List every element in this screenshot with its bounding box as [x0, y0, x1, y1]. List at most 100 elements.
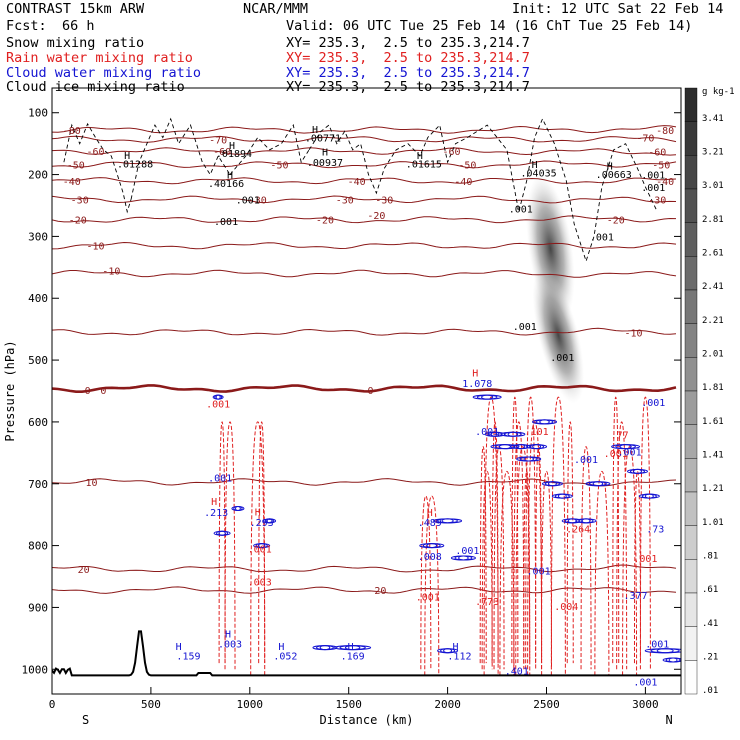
rain-contour-6 [479, 446, 487, 664]
x-tick-label-4: 2000 [434, 698, 461, 711]
temperature-label-16: -30 [71, 195, 89, 206]
model-title: CONTRAST 15km ARW [6, 1, 145, 17]
cloud-ice-contour-0 [63, 122, 132, 214]
y-tick-label-5: 600 [28, 416, 48, 429]
colorbar-label-4: 2.61 [702, 249, 724, 259]
temperature-label-19: -30 [375, 195, 393, 206]
rain-contour-28 [639, 396, 651, 670]
contour-value-label-53: H [278, 642, 284, 653]
contour-value-label-45: H [225, 629, 231, 640]
rain-contour-12 [511, 396, 519, 664]
cloud-water-contour-9-2 [557, 493, 567, 499]
temperature-label-5: -60 [213, 147, 231, 158]
contour-value-label-28: H [211, 497, 217, 508]
cloud-ice-contours [63, 117, 658, 263]
south-label: S [82, 713, 89, 727]
temperature-label-6: -60 [443, 147, 461, 158]
contour-value-label-51: H [176, 642, 182, 653]
temperature-contour--10 [52, 327, 677, 336]
colorbar-swatch-8 [684, 357, 698, 392]
contour-value-label-62: .773 [475, 597, 499, 608]
contour-value-label-21: .001 [641, 183, 665, 194]
temperature-contour--40 [52, 177, 677, 185]
rain-contour-3 [258, 421, 266, 664]
y-tick-label-6: 700 [28, 478, 48, 491]
forecast-hours: 66 h [62, 18, 95, 34]
x-tick-label-2: 1000 [237, 698, 264, 711]
contour-value-label-27: .001 [641, 398, 665, 409]
rain-contour-23 [594, 470, 610, 676]
cloud-water-contour-5-2 [523, 456, 534, 462]
colorbar-swatch-9 [684, 390, 698, 425]
legend-cloud-name: Cloud water mixing ratio [6, 65, 202, 81]
temperature-label-25: -10 [86, 242, 104, 253]
rain-contour-22 [580, 446, 592, 670]
terrain-line [52, 630, 681, 677]
colorbar-label-1: 3.21 [702, 148, 724, 158]
colorbar-unit: g kg-1 [702, 87, 735, 97]
temperature-label-9: -50 [270, 161, 288, 172]
cloud-water-contour-0-2 [481, 394, 494, 400]
contour-value-label-7: .00937 [307, 158, 343, 169]
colorbar-swatch-16 [684, 626, 698, 661]
colorbar-swatch-4 [684, 222, 698, 257]
colorbar-swatch-6 [684, 289, 698, 324]
contour-value-label-50: .001 [416, 592, 440, 603]
cloud-water-contour-17-2 [441, 518, 454, 524]
colorbar-label-12: 1.01 [702, 518, 724, 528]
rain-contour-21 [566, 421, 574, 664]
cloud-water-contour-8-2 [547, 481, 557, 487]
rain-contour-14 [515, 446, 531, 676]
contour-value-label-58: .112 [447, 652, 471, 663]
colorbar-label-14: .61 [702, 585, 718, 595]
temperature-contours [52, 125, 677, 594]
colorbar-swatch-17 [684, 660, 698, 695]
rain-contour-1 [224, 421, 236, 670]
temperature-label-28: 0 [85, 386, 91, 397]
contour-value-label-36: .001 [604, 449, 628, 460]
contour-labels: -80 -80-70 -70-60 -60 -60 -60-50 -50 -50 -50-40-… [63, 125, 674, 689]
rain-contour-24 [612, 396, 620, 664]
contour-value-label-30: H [255, 508, 261, 519]
contour-value-label-3: .01894 [216, 149, 252, 160]
valid-time: Valid: 06 UTC Tue 25 Feb 14 (16 ChT Tue … [286, 18, 693, 34]
colorbar-swatch-1 [684, 121, 698, 156]
contour-value-label-11: .04035 [521, 169, 557, 180]
contour-value-label-10: H [532, 160, 538, 171]
contour-value-label-52: .159 [176, 652, 200, 663]
colorbar-swatch-2 [684, 155, 698, 190]
colorbar-swatch-0 [684, 87, 698, 122]
cloud-ice-contour-2 [229, 123, 310, 175]
temperature-label-21: -20 [69, 216, 87, 227]
colorbar-label-13: .81 [702, 552, 718, 562]
cloud-water-contour-21-2 [257, 543, 266, 549]
temperature-label-12: -40 [63, 177, 81, 188]
temperature-label-27: -10 [624, 328, 642, 339]
contour-value-label-55: H [348, 642, 354, 653]
temperature-label-14: -40 [454, 177, 472, 188]
colorbar-label-15: .41 [702, 619, 718, 629]
temperature-label-32: 20 [78, 565, 90, 576]
rain-contour-18 [535, 446, 543, 664]
contour-value-label-29: .213 [204, 508, 228, 519]
temperature-contour--50 [52, 160, 677, 169]
temperature-contour--80 [52, 125, 677, 134]
legend-snow-name: Snow mixing ratio [6, 35, 145, 51]
contour-value-label-23: 1.078 [462, 379, 492, 390]
y-tick-label-7: 800 [28, 540, 48, 553]
init-time: Init: 12 UTC Sat 22 Feb 14 [512, 1, 724, 17]
cloud-ice-contour-5 [467, 117, 658, 263]
contour-value-label-41: .73 [646, 524, 664, 535]
contour-value-label-63: .001 [475, 427, 499, 438]
contour-value-label-1: .01288 [117, 159, 153, 170]
colorbar-swatch-5 [684, 256, 698, 291]
contour-value-label-34: .001 [248, 545, 272, 556]
rain-contour-4 [420, 495, 432, 670]
temperature-label-30: 0 [367, 386, 373, 397]
colorbar-label-8: 1.81 [702, 383, 724, 393]
cloud-water-contour-13-2 [619, 444, 632, 450]
contour-value-label-37: .001 [618, 448, 642, 459]
legend-rain-xy: XY= 235.3, 2.5 to 235.3,214.7 [286, 50, 530, 66]
rain-contour-20 [550, 396, 566, 676]
cloud-water-contour-7-2 [539, 419, 550, 425]
